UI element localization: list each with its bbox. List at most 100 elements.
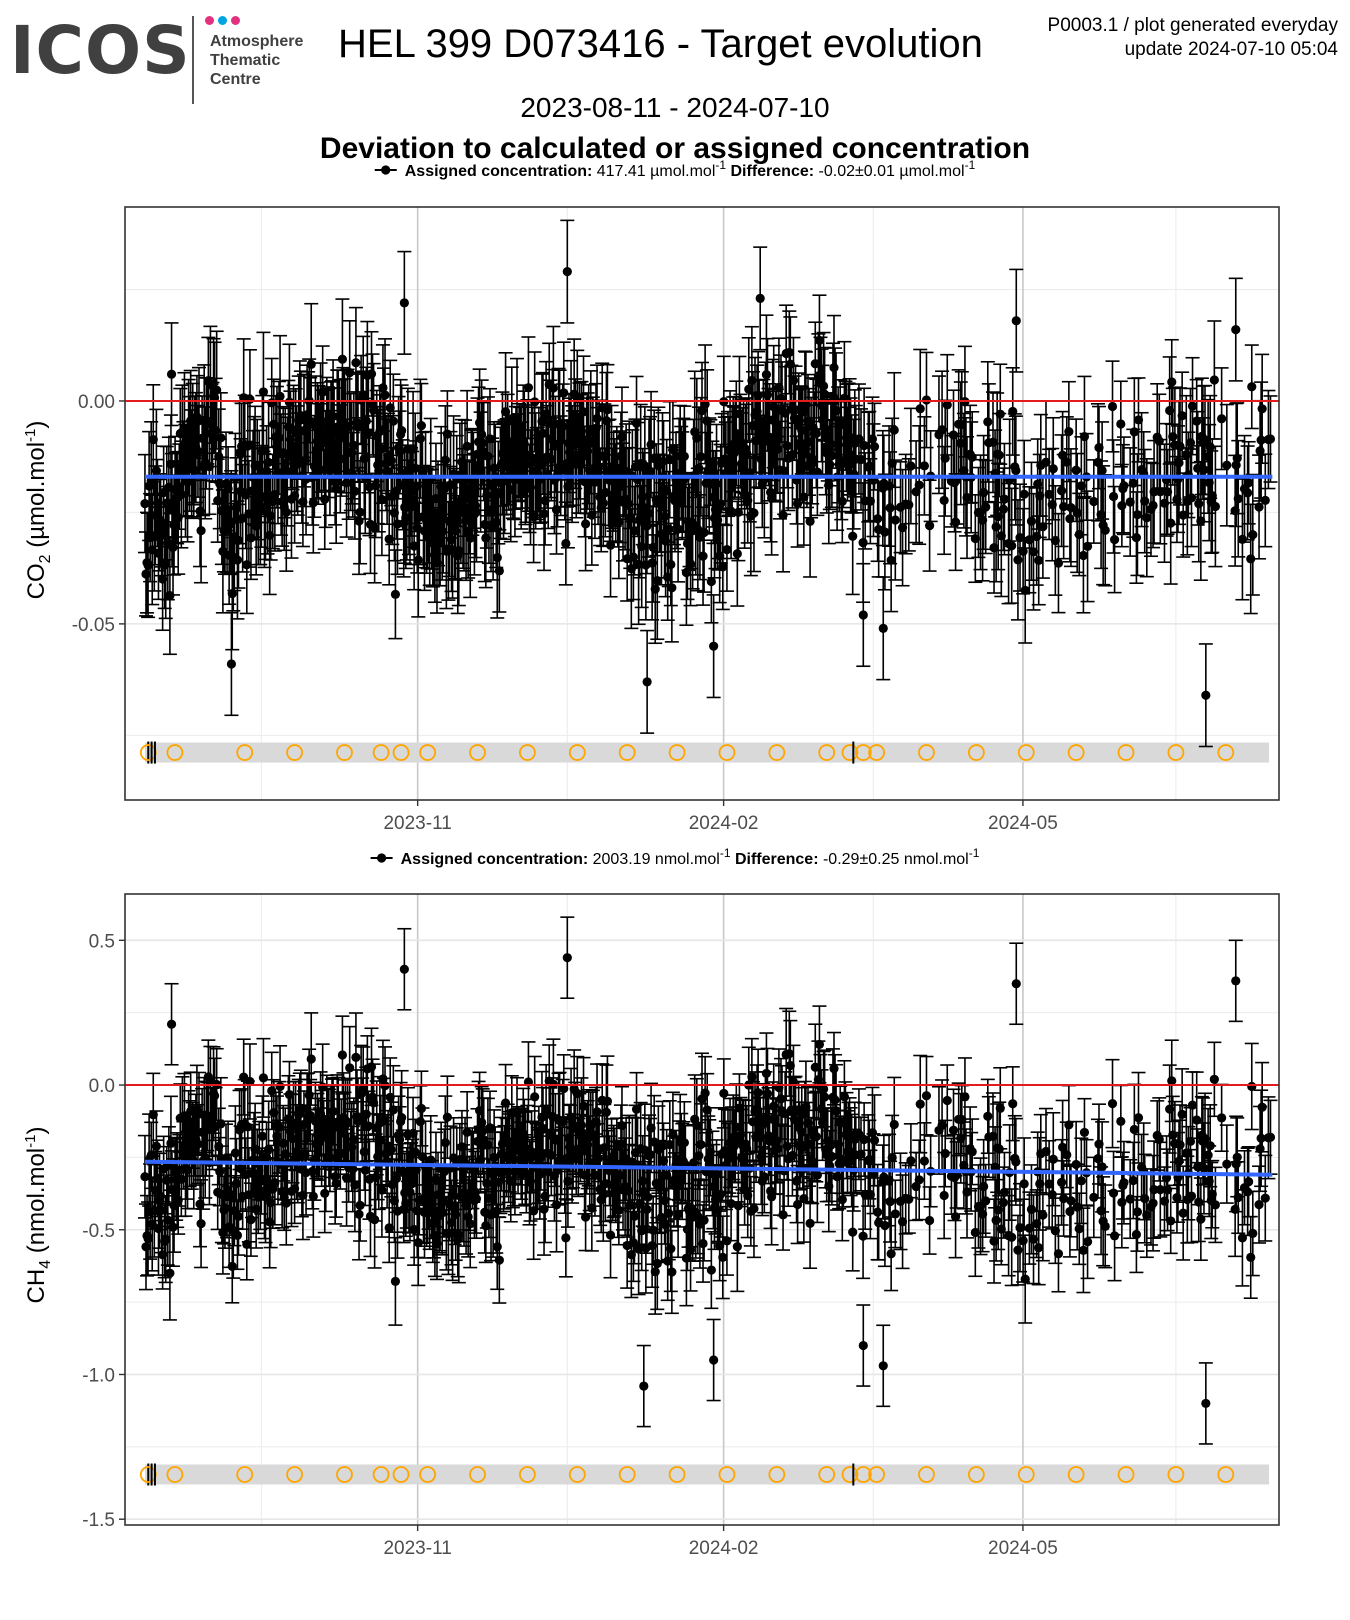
data-point xyxy=(726,506,736,517)
data-point xyxy=(858,610,868,620)
y-axis-species: CO xyxy=(23,563,50,599)
data-point xyxy=(328,1106,338,1116)
data-point xyxy=(827,451,837,461)
data-point xyxy=(659,511,670,522)
data-point xyxy=(245,394,255,404)
event-marker xyxy=(718,744,736,761)
data-point xyxy=(281,507,291,517)
data-point xyxy=(162,1175,172,1185)
data-point xyxy=(590,477,600,487)
data-point xyxy=(163,1215,173,1225)
data-point xyxy=(805,516,815,527)
data-point xyxy=(266,1198,276,1208)
data-point xyxy=(602,405,613,415)
data-point xyxy=(380,390,390,400)
chart-subtitle: Deviation to calculated or assigned conc… xyxy=(319,132,1031,165)
data-point xyxy=(645,466,655,476)
data-point xyxy=(482,490,492,500)
data-point xyxy=(1232,453,1242,463)
product-info: P0003.1 / plot generated everyday update… xyxy=(1048,14,1338,62)
data-point xyxy=(437,526,447,536)
data-point xyxy=(1107,401,1118,412)
logo-subtitle-line: Atmosphere xyxy=(210,33,304,50)
data-point xyxy=(1265,434,1276,444)
data-point xyxy=(465,1219,475,1229)
data-point xyxy=(1247,382,1257,392)
data-point xyxy=(831,405,841,416)
data-point xyxy=(1166,518,1176,528)
data-point xyxy=(300,1149,310,1159)
data-point xyxy=(370,1214,380,1225)
data-point xyxy=(1026,516,1037,526)
data-point xyxy=(361,1109,371,1119)
data-point xyxy=(718,562,728,572)
data-point xyxy=(1047,500,1057,510)
data-point xyxy=(811,428,821,439)
data-point xyxy=(245,1076,255,1087)
data-point xyxy=(1071,465,1081,475)
data-point xyxy=(1217,414,1227,424)
data-point xyxy=(715,551,725,561)
data-point xyxy=(166,369,177,379)
data-point xyxy=(196,525,206,536)
data-point xyxy=(156,1205,167,1215)
data-point xyxy=(220,1203,230,1213)
data-point xyxy=(1048,464,1058,474)
data-point xyxy=(331,1178,341,1189)
data-point xyxy=(337,354,348,364)
data-point xyxy=(140,498,150,509)
data-point xyxy=(143,1233,153,1244)
data-point xyxy=(1257,404,1267,414)
data-point xyxy=(665,455,675,465)
data-point xyxy=(749,508,759,518)
event-marker xyxy=(286,744,304,761)
data-point xyxy=(629,526,640,536)
data-point xyxy=(401,1198,411,1208)
data-point xyxy=(267,398,277,408)
data-point xyxy=(600,487,610,498)
data-point xyxy=(1117,500,1127,511)
data-point xyxy=(388,416,398,426)
data-point xyxy=(978,515,988,525)
data-point xyxy=(778,510,788,520)
event-marker xyxy=(967,744,985,761)
data-point xyxy=(1020,585,1030,595)
legend-label: Assigned concentration: xyxy=(405,163,593,180)
data-point xyxy=(278,1138,288,1148)
data-point xyxy=(350,486,360,496)
data-point xyxy=(807,458,817,468)
data-point xyxy=(1019,489,1029,499)
logo-dot xyxy=(231,16,240,25)
legend-key-point xyxy=(381,165,391,175)
data-point xyxy=(1200,435,1210,445)
data-point xyxy=(663,572,673,582)
data-point xyxy=(538,428,548,439)
data-point xyxy=(1129,427,1139,437)
y-axis-subscript: 2 xyxy=(37,554,54,563)
data-point xyxy=(1116,419,1126,429)
data-point xyxy=(350,1180,360,1190)
data-point xyxy=(1066,503,1076,513)
data-point xyxy=(914,480,924,490)
legend-exponent: -1 xyxy=(715,158,726,172)
data-point xyxy=(642,677,652,687)
data-point xyxy=(1231,325,1241,335)
data-point xyxy=(1108,491,1119,502)
event-marker xyxy=(668,744,686,761)
y-axis-label: CO2 (µmol.mol-1) xyxy=(22,421,54,600)
data-point xyxy=(755,293,765,304)
data-point xyxy=(384,534,394,544)
data-point xyxy=(1119,481,1129,491)
data-point xyxy=(462,441,472,451)
data-point xyxy=(1125,497,1135,507)
data-point xyxy=(251,1204,261,1214)
data-point xyxy=(859,440,869,451)
data-point xyxy=(1011,316,1021,326)
data-point xyxy=(761,369,772,380)
data-point xyxy=(368,1098,379,1108)
data-point xyxy=(318,1082,328,1092)
data-point xyxy=(592,413,602,424)
data-point xyxy=(343,1117,353,1128)
data-point xyxy=(149,531,159,541)
data-point xyxy=(886,555,896,565)
